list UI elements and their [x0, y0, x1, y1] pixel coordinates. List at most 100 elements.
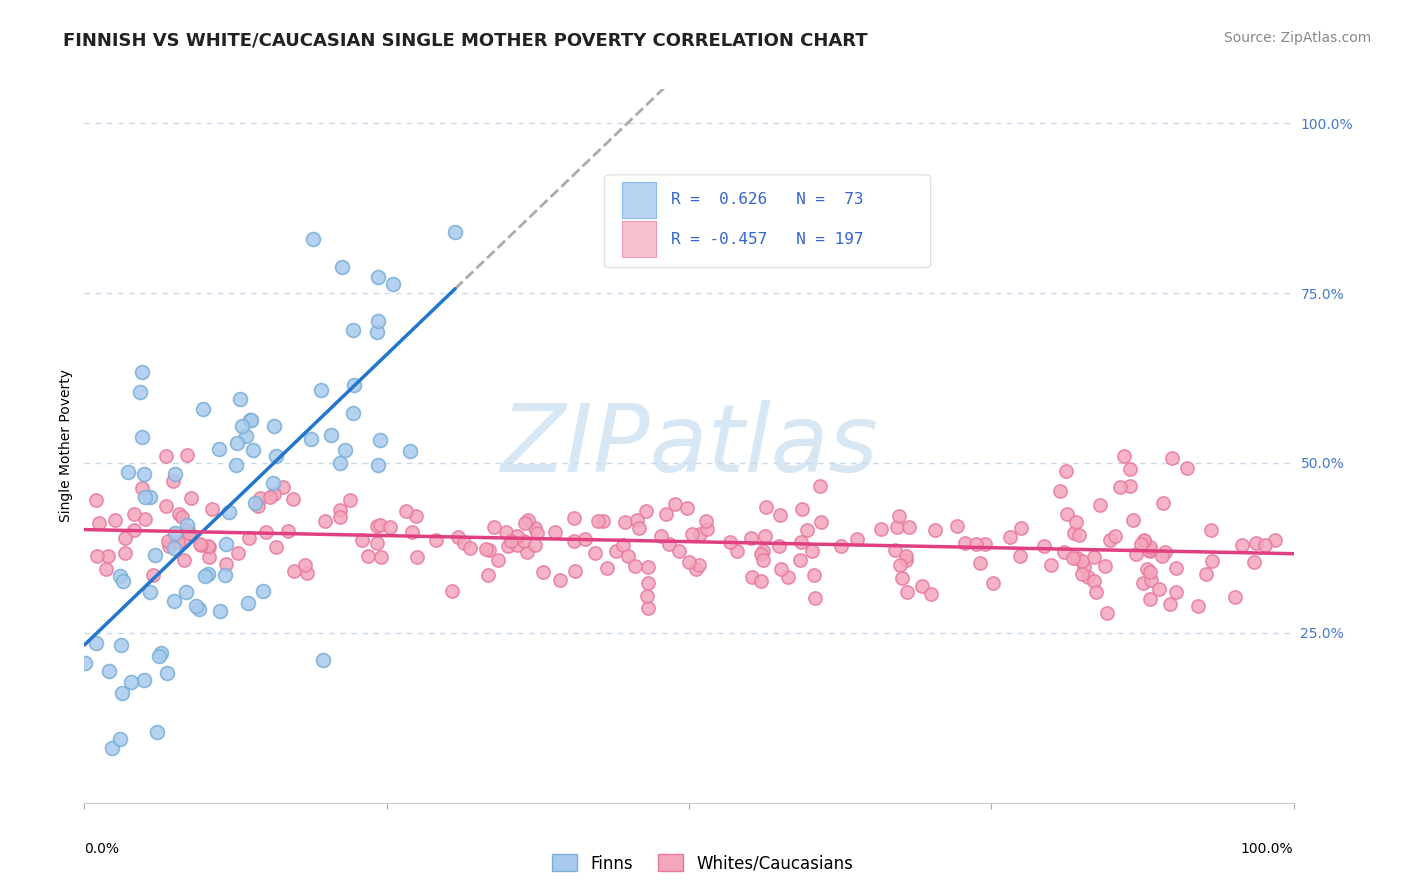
Point — [506, 529, 529, 543]
Point — [209, 604, 232, 618]
Point — [215, 537, 238, 551]
Point — [122, 523, 145, 537]
FancyBboxPatch shape — [605, 175, 931, 268]
Point — [311, 653, 333, 667]
Point — [778, 570, 800, 584]
Point — [1139, 543, 1161, 558]
Point — [897, 520, 920, 534]
Point — [134, 491, 156, 505]
Point — [544, 524, 567, 539]
Point — [339, 492, 361, 507]
Point — [770, 562, 793, 576]
Point — [110, 639, 132, 653]
Point — [596, 560, 619, 574]
Point — [231, 419, 253, 434]
Point — [180, 491, 202, 506]
Point — [696, 522, 718, 536]
Point — [240, 413, 263, 427]
Point — [751, 552, 773, 566]
Point — [167, 534, 190, 549]
Point — [1194, 567, 1216, 582]
Point — [1039, 558, 1062, 573]
Point — [689, 526, 711, 541]
Point — [755, 500, 778, 515]
Point — [884, 542, 907, 557]
Point — [162, 474, 184, 488]
Point — [789, 553, 811, 567]
Point — [368, 434, 391, 448]
Point — [1066, 551, 1088, 566]
Point — [524, 538, 547, 552]
Point — [998, 530, 1021, 544]
Point — [637, 560, 659, 574]
Point — [139, 585, 162, 599]
Point — [352, 533, 374, 547]
Point — [637, 575, 659, 590]
Point — [803, 568, 825, 582]
Y-axis label: Single Mother Poverty: Single Mother Poverty — [59, 369, 73, 523]
Point — [309, 384, 332, 398]
Point — [176, 448, 198, 462]
Point — [1119, 479, 1142, 493]
Point — [846, 532, 869, 546]
Point — [249, 491, 271, 506]
Text: 100.0%: 100.0% — [1241, 842, 1294, 856]
Point — [486, 552, 509, 566]
Point — [1083, 574, 1105, 589]
Point — [149, 647, 172, 661]
Point — [163, 467, 186, 482]
Point — [294, 558, 316, 572]
Point — [138, 490, 160, 504]
Point — [1119, 462, 1142, 476]
Point — [1114, 450, 1136, 464]
Point — [329, 502, 352, 516]
Point — [173, 552, 195, 566]
Point — [636, 589, 658, 603]
Point — [163, 593, 186, 607]
Point — [177, 526, 200, 541]
Point — [1140, 573, 1163, 587]
Point — [1166, 584, 1188, 599]
Point — [177, 523, 200, 537]
Point — [246, 499, 269, 513]
Point — [477, 568, 499, 582]
Point — [896, 585, 918, 599]
Point — [718, 534, 741, 549]
Point — [626, 513, 648, 527]
Point — [945, 519, 967, 533]
Point — [754, 529, 776, 543]
Point — [1098, 533, 1121, 547]
Bar — [623, 182, 657, 218]
Point — [174, 585, 197, 599]
Point — [564, 511, 586, 525]
Point — [97, 549, 120, 563]
Point — [1152, 496, 1174, 510]
Point — [1070, 566, 1092, 581]
Point — [114, 531, 136, 545]
Point — [768, 508, 790, 522]
Point — [586, 514, 609, 528]
Point — [193, 401, 215, 416]
Point — [688, 558, 710, 572]
Point — [134, 511, 156, 525]
Point — [617, 549, 640, 564]
Point — [1161, 450, 1184, 465]
Point — [1064, 515, 1087, 529]
Point — [172, 535, 194, 549]
Point — [1049, 483, 1071, 498]
Point — [1095, 606, 1118, 620]
Text: R =  0.626   N =  73: R = 0.626 N = 73 — [671, 193, 863, 207]
Point — [190, 538, 212, 552]
Point — [329, 456, 352, 470]
Point — [266, 449, 288, 463]
Point — [924, 523, 946, 537]
Point — [283, 492, 305, 507]
Point — [564, 564, 586, 578]
Point — [215, 558, 238, 572]
Point — [243, 496, 266, 510]
Point — [801, 544, 824, 558]
Point — [1133, 534, 1156, 549]
Point — [531, 565, 554, 579]
Point — [725, 544, 748, 558]
Point — [1094, 558, 1116, 573]
